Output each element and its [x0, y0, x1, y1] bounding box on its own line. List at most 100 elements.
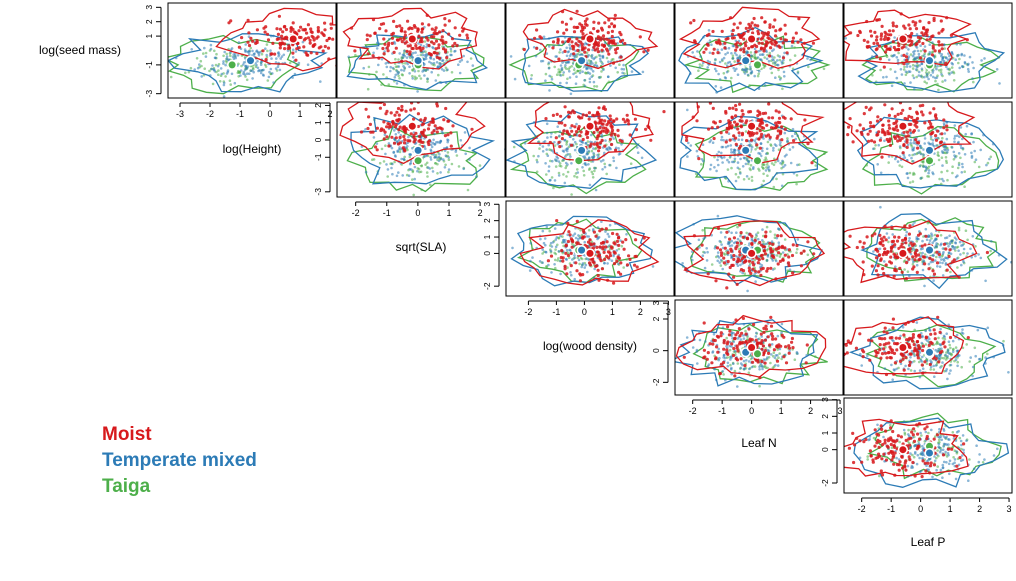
point-temperate-mixed — [934, 259, 937, 262]
point-moist — [711, 106, 715, 110]
point-temperate-mixed — [408, 167, 412, 171]
point-moist — [373, 31, 377, 35]
point-moist — [390, 135, 394, 139]
point-temperate-mixed — [433, 143, 437, 146]
point-taiga — [204, 51, 208, 55]
point-moist — [418, 134, 422, 139]
point-taiga — [574, 71, 577, 74]
point-moist — [732, 36, 736, 40]
point-temperate-mixed — [940, 150, 944, 153]
panel-log-seed-mass-vs-log-height — [167, 2, 337, 99]
point-temperate-mixed — [621, 71, 624, 75]
point-taiga — [940, 156, 944, 159]
point-moist — [744, 26, 748, 30]
point-moist — [607, 18, 611, 22]
point-temperate-mixed — [974, 254, 977, 258]
point-taiga — [544, 72, 548, 76]
point-taiga — [763, 64, 767, 68]
point-temperate-mixed — [973, 149, 976, 153]
point-temperate-mixed — [738, 54, 742, 58]
point-temperate-mixed — [232, 57, 236, 61]
point-moist — [366, 126, 370, 131]
point-moist — [866, 132, 870, 136]
point-temperate-mixed — [255, 63, 258, 67]
point-moist — [566, 253, 571, 258]
point-temperate-mixed — [615, 249, 619, 252]
point-moist — [940, 47, 944, 51]
point-temperate-mixed — [724, 235, 727, 239]
point-moist — [759, 37, 764, 41]
point-moist — [613, 17, 617, 21]
point-moist — [915, 248, 919, 252]
point-moist — [392, 141, 397, 145]
point-temperate-mixed — [562, 240, 565, 244]
point-moist — [642, 50, 646, 54]
point-temperate-mixed — [908, 274, 911, 278]
point-taiga — [590, 170, 594, 174]
point-temperate-mixed — [932, 144, 936, 148]
point-temperate-mixed — [588, 80, 592, 84]
point-temperate-mixed — [602, 68, 605, 72]
point-taiga — [963, 170, 966, 173]
point-taiga — [762, 163, 765, 166]
point-moist — [891, 21, 895, 25]
point-moist — [602, 250, 606, 254]
point-temperate-mixed — [274, 67, 278, 70]
point-temperate-mixed — [961, 137, 964, 141]
point-moist — [942, 126, 946, 130]
point-temperate-mixed — [248, 72, 251, 75]
point-temperate-mixed — [245, 72, 249, 75]
point-temperate-mixed — [581, 262, 585, 265]
point-temperate-mixed — [761, 53, 765, 56]
point-taiga — [756, 231, 760, 234]
point-temperate-mixed — [939, 126, 942, 129]
point-moist — [759, 267, 763, 271]
point-temperate-mixed — [729, 63, 733, 66]
point-moist — [416, 27, 420, 31]
point-moist — [752, 16, 756, 21]
point-temperate-mixed — [439, 81, 443, 84]
point-temperate-mixed — [550, 271, 553, 274]
point-moist — [621, 38, 625, 42]
panel-log-wood-density-vs-leaf-n — [674, 299, 844, 396]
point-temperate-mixed — [791, 134, 794, 138]
point-taiga — [238, 71, 241, 74]
point-moist — [416, 112, 420, 116]
point-temperate-mixed — [209, 74, 212, 77]
point-taiga — [260, 52, 264, 56]
point-moist — [350, 26, 354, 30]
point-temperate-mixed — [209, 47, 213, 51]
centroid-taiga — [227, 59, 238, 71]
point-temperate-mixed — [557, 160, 561, 163]
point-taiga — [211, 82, 215, 86]
point-moist — [395, 110, 399, 114]
point-taiga — [222, 54, 225, 58]
point-temperate-mixed — [555, 55, 559, 58]
point-temperate-mixed — [970, 255, 973, 259]
point-moist — [879, 258, 883, 262]
point-temperate-mixed — [392, 151, 396, 154]
point-moist — [689, 21, 693, 25]
point-temperate-mixed — [972, 66, 975, 70]
point-taiga — [565, 175, 568, 178]
point-moist — [595, 245, 599, 249]
point-temperate-mixed — [789, 161, 793, 165]
point-moist — [875, 55, 879, 59]
point-moist — [297, 35, 302, 40]
point-temperate-mixed — [796, 71, 800, 75]
point-temperate-mixed — [603, 41, 607, 45]
point-moist — [596, 274, 600, 278]
point-moist — [777, 110, 781, 114]
point-temperate-mixed — [703, 251, 706, 254]
point-temperate-mixed — [957, 163, 961, 167]
point-moist — [592, 27, 596, 31]
point-temperate-mixed — [243, 73, 247, 76]
point-taiga — [554, 248, 557, 251]
point-temperate-mixed — [922, 165, 925, 168]
point-moist — [718, 248, 723, 252]
point-temperate-mixed — [523, 142, 527, 145]
point-moist — [898, 138, 902, 142]
point-moist — [918, 104, 922, 108]
point-temperate-mixed — [716, 214, 720, 218]
point-moist — [762, 46, 767, 51]
